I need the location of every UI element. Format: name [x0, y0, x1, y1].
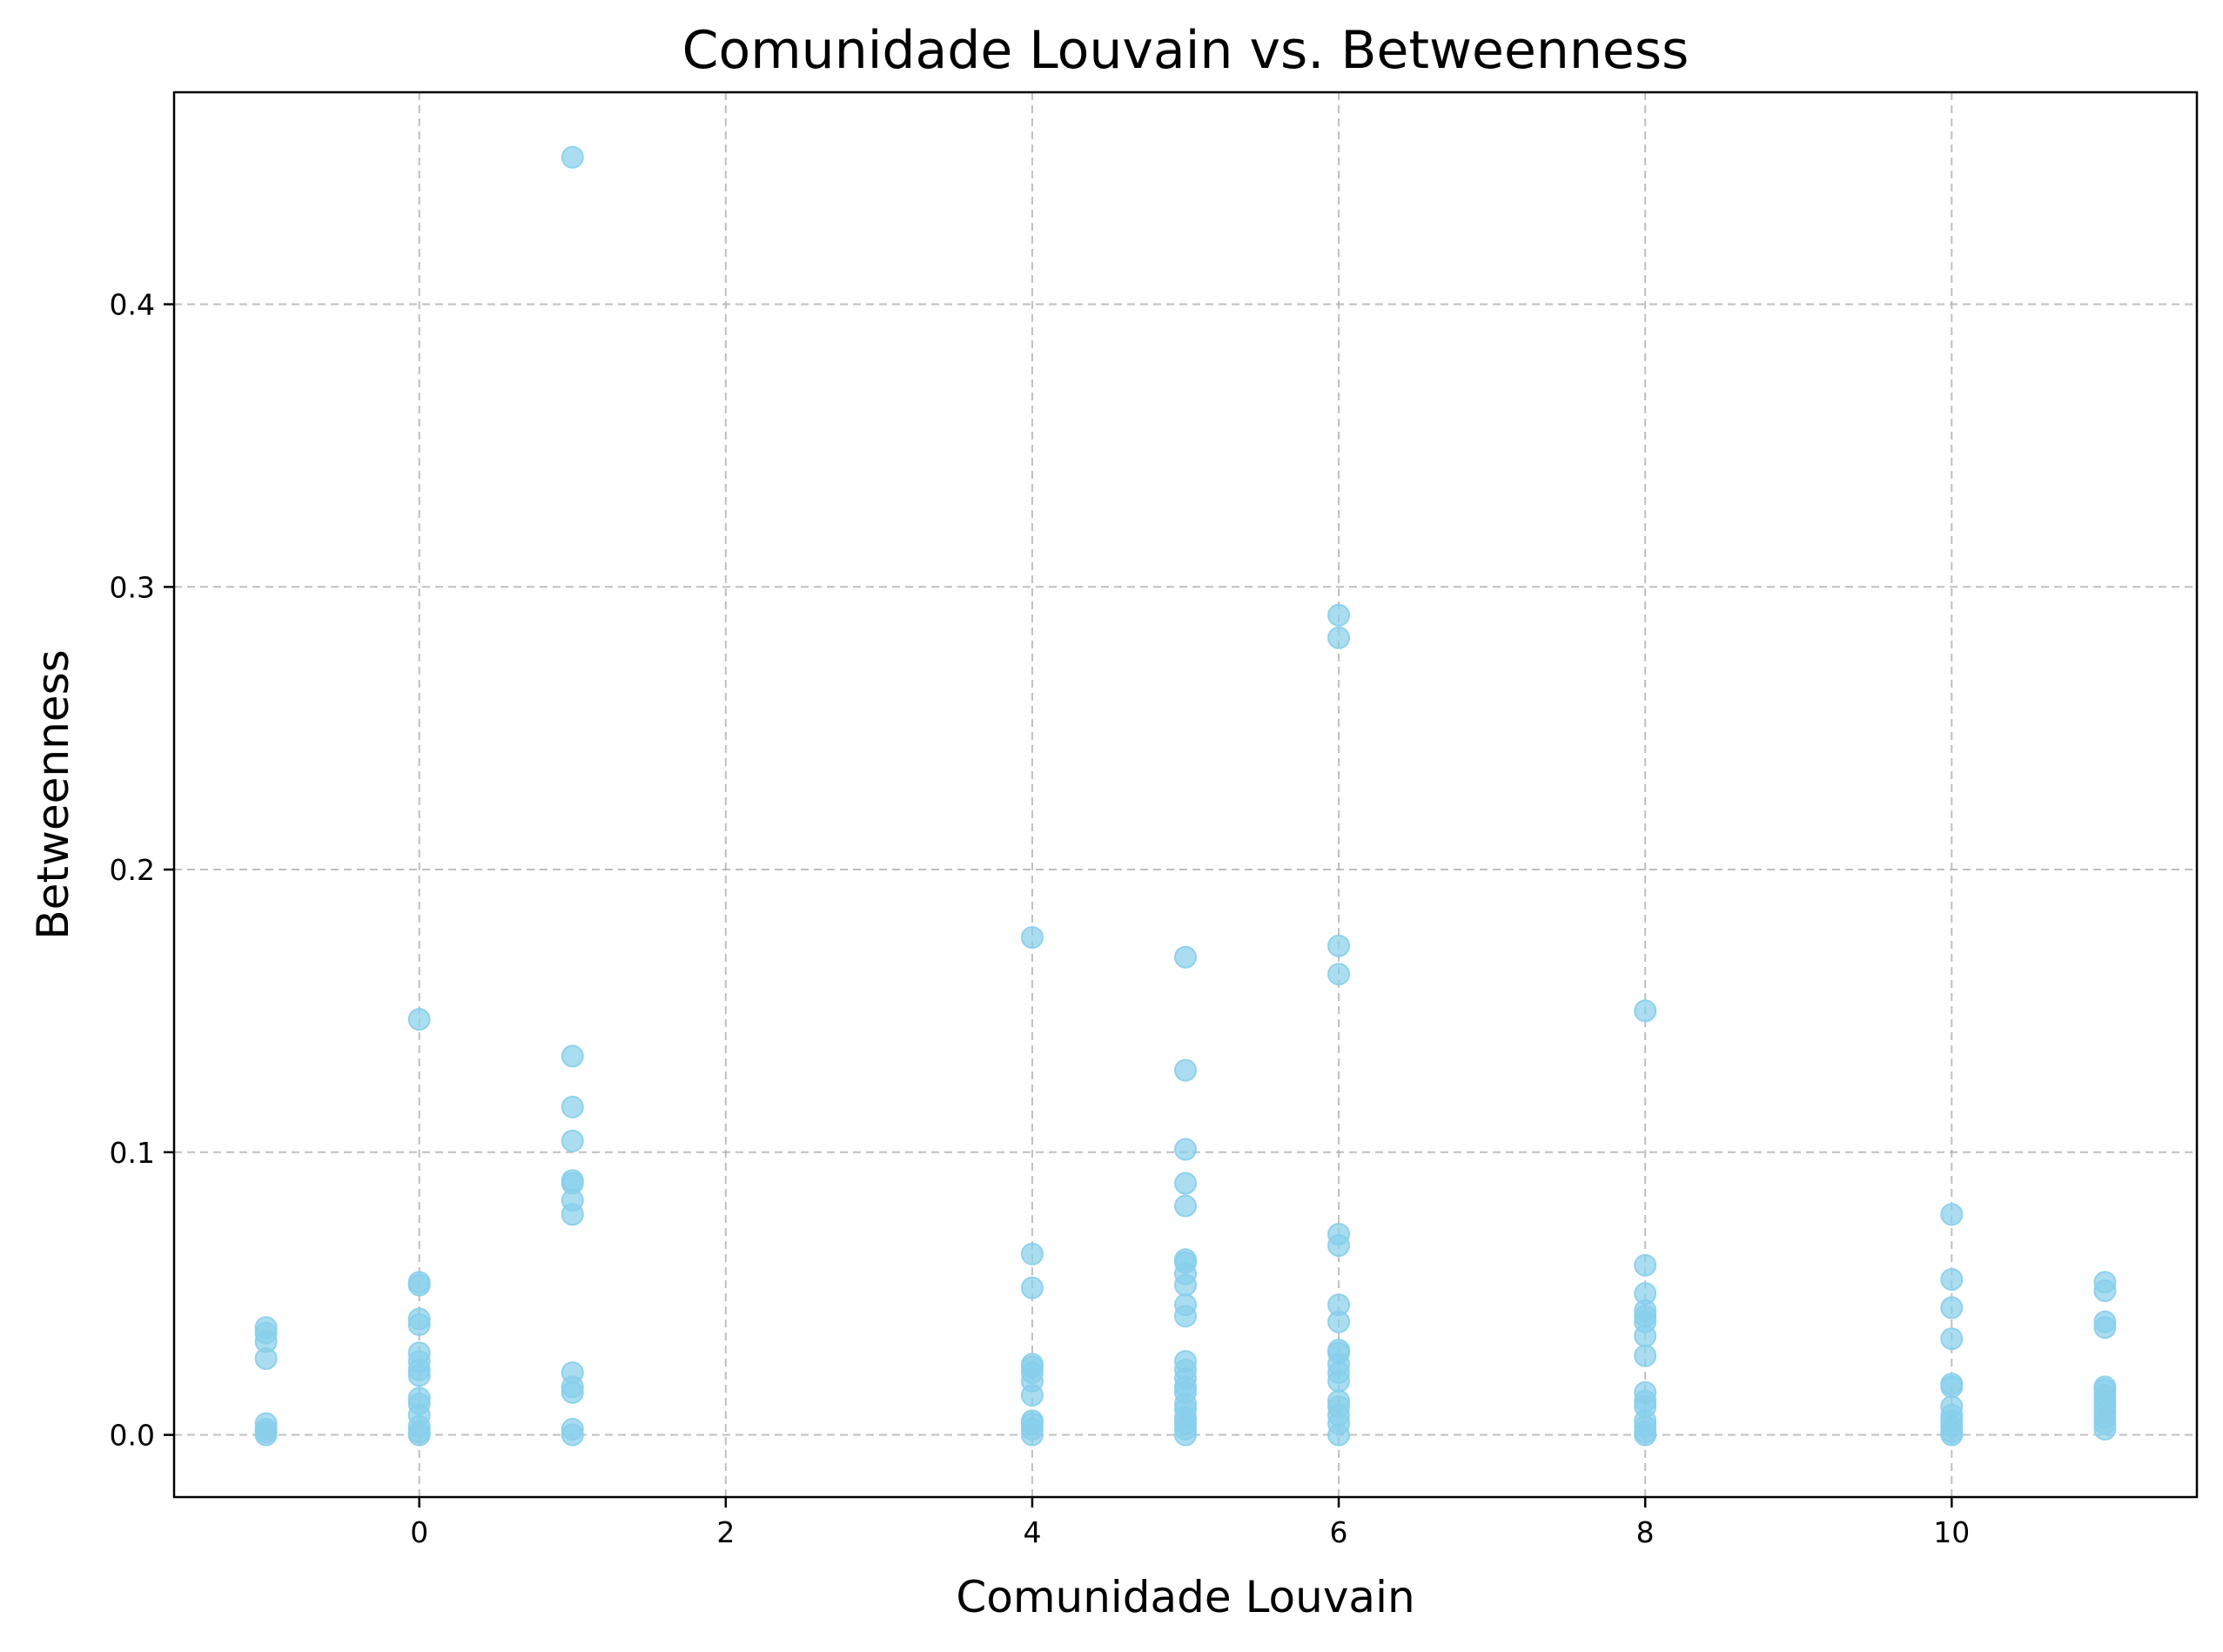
data-point	[1174, 1305, 1197, 1328]
y-axis-label: Betweenness	[28, 649, 78, 939]
points-layer	[254, 145, 2117, 1447]
data-point	[1634, 1423, 1657, 1447]
y-tick-label: 0.3	[110, 570, 155, 604]
data-point	[254, 1423, 278, 1447]
data-point	[1174, 945, 1197, 969]
data-point	[407, 1313, 431, 1336]
data-point	[561, 1203, 584, 1226]
data-point	[2093, 1279, 2117, 1302]
data-point	[561, 1380, 584, 1404]
data-point	[1327, 963, 1351, 986]
data-point	[1174, 1273, 1197, 1297]
data-point	[1940, 1423, 1964, 1447]
x-tick-label: 4	[1023, 1515, 1041, 1549]
data-point	[1020, 1276, 1044, 1299]
data-point	[561, 1129, 584, 1152]
data-point	[1174, 1423, 1197, 1447]
data-point	[561, 145, 584, 169]
data-point	[1940, 1296, 1964, 1320]
plot-frame	[172, 91, 2199, 1499]
data-point	[1174, 1172, 1197, 1195]
data-point	[1940, 1375, 1964, 1399]
data-point	[407, 1423, 431, 1447]
y-tick-label: 0.4	[110, 288, 155, 322]
data-point	[1020, 1423, 1044, 1447]
data-point	[1020, 1384, 1044, 1407]
data-point	[1327, 603, 1351, 627]
y-tick-label: 0.1	[110, 1136, 155, 1170]
data-point	[407, 1008, 431, 1031]
data-point	[407, 1364, 431, 1387]
x-axis-label: Comunidade Louvain	[956, 1572, 1414, 1622]
data-point	[1634, 1344, 1657, 1367]
data-point	[1327, 1423, 1351, 1447]
x-tick-label: 2	[716, 1515, 735, 1549]
data-point	[2093, 1418, 2117, 1441]
data-point	[561, 1095, 584, 1118]
data-point	[561, 1044, 584, 1068]
data-point	[1327, 1233, 1351, 1257]
data-point	[561, 1423, 584, 1447]
y-axis-ticks: 0.0 0.1 0.2 0.3 0.4	[110, 288, 174, 1453]
data-point	[1327, 626, 1351, 649]
data-point	[1020, 925, 1044, 949]
data-point	[1174, 1058, 1197, 1082]
data-point	[1634, 1324, 1657, 1347]
data-point	[1174, 1138, 1197, 1161]
x-tick-label: 8	[1636, 1515, 1655, 1549]
y-tick-label: 0.2	[110, 853, 155, 887]
data-point	[254, 1346, 278, 1370]
data-point	[1327, 934, 1351, 957]
data-point	[407, 1273, 431, 1297]
x-tick-label: 0	[410, 1515, 428, 1549]
data-point	[1940, 1327, 1964, 1351]
data-point	[1940, 1267, 1964, 1291]
x-axis-ticks: 0 2 4 6 8 10	[410, 1497, 1970, 1549]
data-point	[1634, 999, 1657, 1023]
y-tick-label: 0.0	[110, 1419, 155, 1453]
data-point	[1020, 1242, 1044, 1266]
data-point	[1174, 1194, 1197, 1218]
x-tick-label: 6	[1330, 1515, 1348, 1549]
chart-title: Comunidade Louvain vs. Betweenness	[682, 20, 1689, 81]
data-point	[1634, 1253, 1657, 1277]
data-point	[1327, 1310, 1351, 1333]
data-point	[1327, 1369, 1351, 1393]
x-tick-label: 10	[1933, 1515, 1970, 1549]
data-point	[2093, 1316, 2117, 1340]
data-point	[1940, 1203, 1964, 1226]
